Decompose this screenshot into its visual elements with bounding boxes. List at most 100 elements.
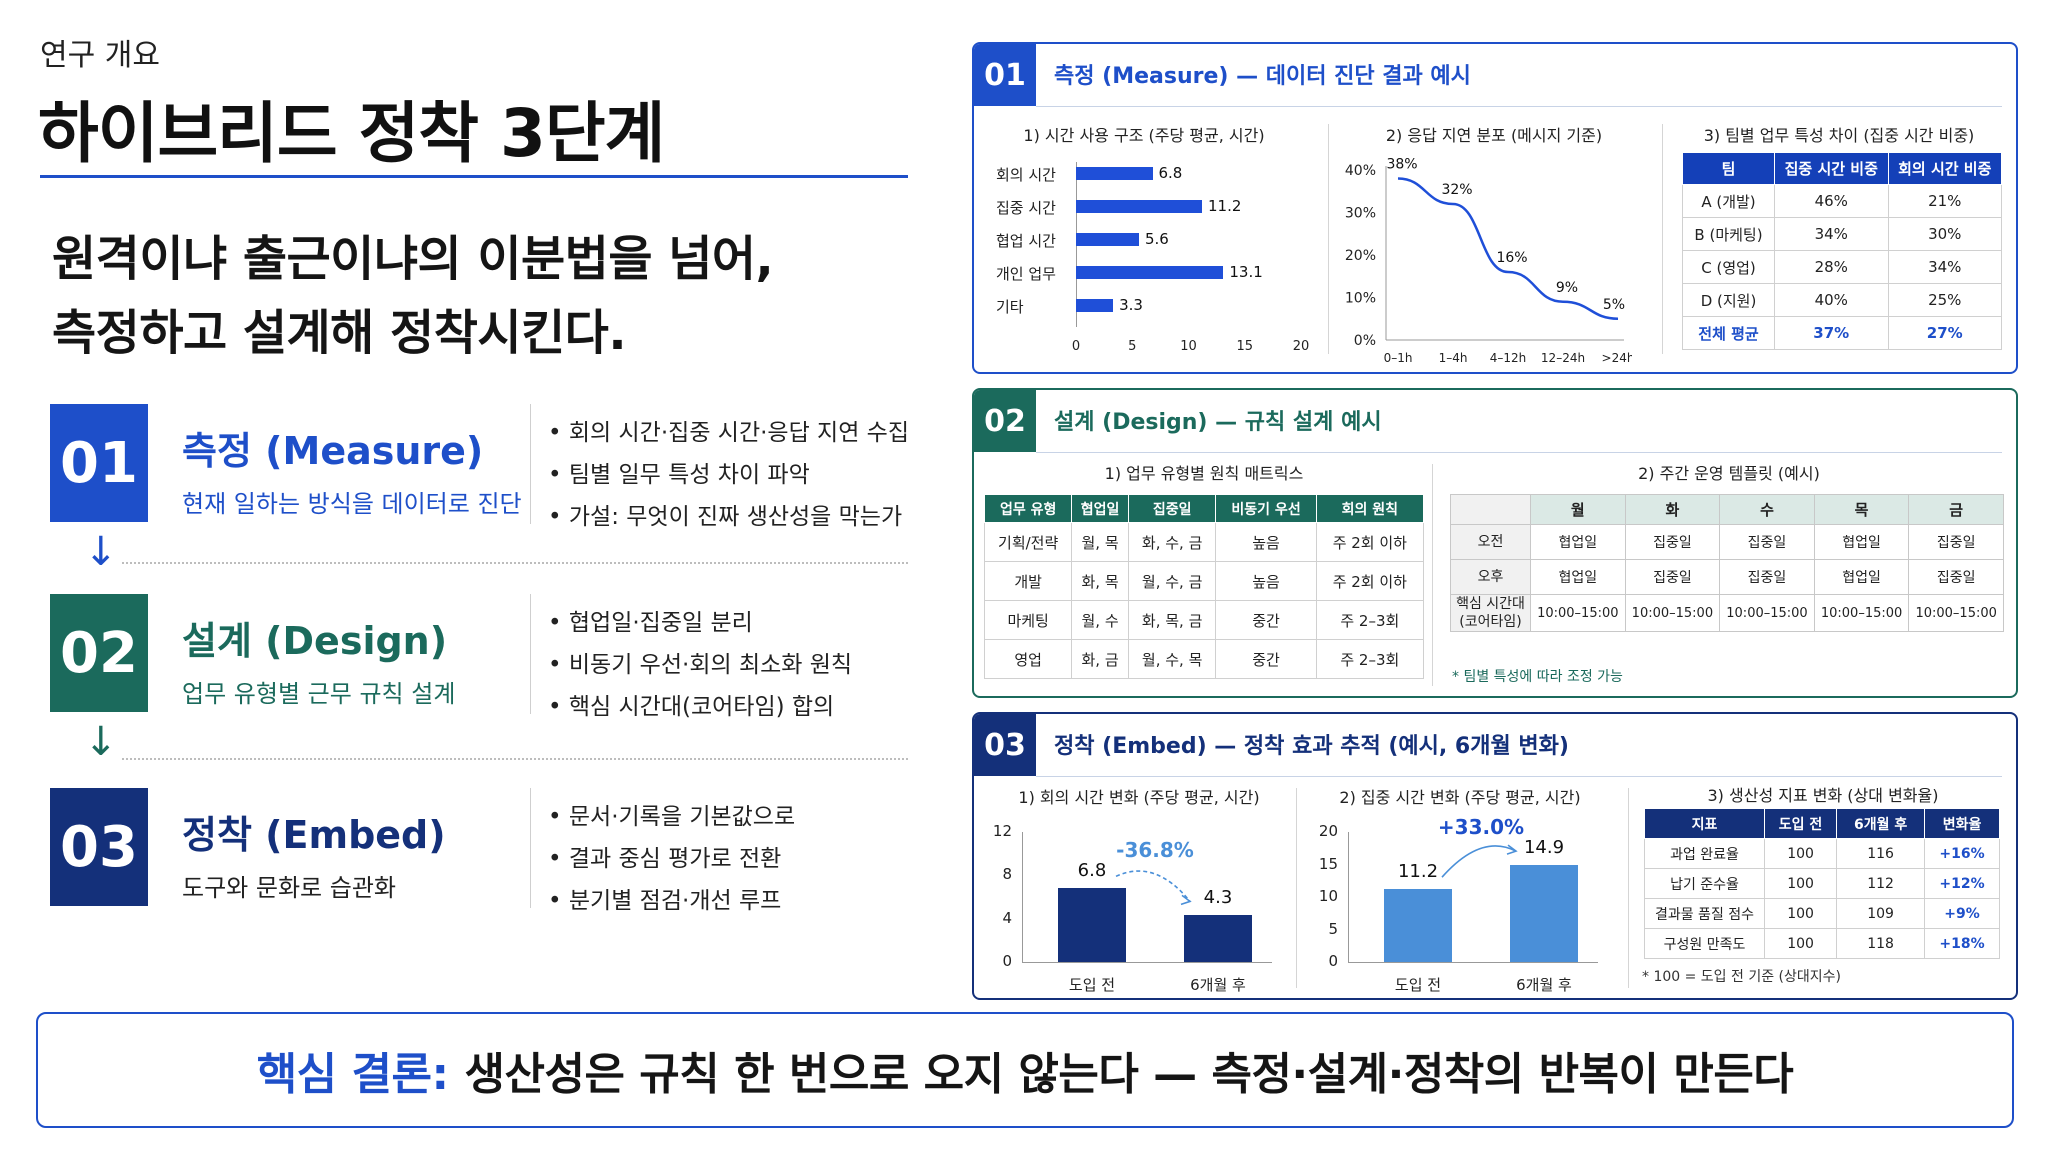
matrix-row-cell: 화, 수, 금	[1127, 522, 1217, 562]
step-1-bullets: 회의 시간·집중 시간·응답 지연 수집 팀별 일무 특성 차이 파악 가설: …	[548, 412, 909, 538]
matrix-header: 비동기 우선	[1215, 494, 1317, 523]
rules-matrix: 업무 유형 협업일 집중일 비동기 우선 회의 원칙 기획/전략 월, 목 화, 수…	[983, 494, 1425, 679]
time-usage-bar	[1076, 200, 1202, 213]
team-row: C (영업) 28% 34%	[1682, 250, 2002, 284]
productivity-row-cell: 116	[1836, 838, 1926, 869]
productivity-row-cell: 100	[1763, 898, 1838, 929]
latency-category: 0–1h	[1384, 351, 1413, 365]
meeting-y-axis	[1022, 832, 1023, 962]
conclusion-label: 핵심 결론:	[256, 1049, 449, 1100]
step-3-divider	[530, 788, 531, 908]
latency-value: 9%	[1556, 280, 1578, 296]
team-row-cell: 21%	[1887, 184, 2002, 218]
time-usage-category: 협업 시간	[996, 232, 1056, 250]
productivity-header: 지표	[1644, 808, 1765, 839]
meeting-ytick: 8	[1002, 865, 1012, 884]
matrix-row-cell: 화, 목	[1071, 561, 1129, 601]
team-row: D (지원) 40% 25%	[1682, 283, 2002, 317]
matrix-row-cell: 월, 수, 금	[1127, 561, 1217, 601]
title-rule	[40, 175, 908, 178]
matrix-header: 집중일	[1127, 494, 1217, 523]
productivity-row-cell: 112	[1836, 868, 1926, 899]
focus-ytick: 20	[1318, 822, 1338, 840]
focus-y-axis	[1348, 832, 1349, 962]
panel-1-rule	[1036, 106, 2002, 107]
meeting-category: 도입 전	[1068, 976, 1116, 994]
step-3-bullet: 결과 중심 평가로 전환	[548, 838, 795, 880]
team-table-header: 팀	[1682, 152, 1775, 185]
conclusion-text: 생산성은 규칙 한 번으로 오지 않는다 — 측정·설계·정착의 반복이 만든다	[464, 1049, 1794, 1100]
latency-category: 4–12h	[1490, 351, 1527, 365]
step-3-subtitle: 도구와 문화로 습관화	[182, 874, 396, 902]
template-row: 핵심 시간대 (코어타임) 10:00–15:00 10:00–15:00 10:00–…	[1450, 594, 2004, 632]
meeting-change-title: 1) 회의 시간 변화 (주당 평균, 시간)	[1018, 788, 1260, 807]
weekly-template: 월 화 수 목 금 오전 협업일 집중일 집중일 협업일 집중일 오후 협업일 집중일 집중일 협업…	[1450, 494, 2004, 632]
step-2-bullet: 협업일·집중일 분리	[548, 602, 852, 644]
step-2-subtitle: 업무 유형별 근무 규칙 설계	[182, 680, 456, 708]
panel-measure: 01 측정 (Measure) — 데이터 진단 결과 예시 1) 시간 사용 …	[972, 42, 2018, 374]
template-cell: 10:00–15:00	[1908, 594, 2004, 632]
step-separator	[122, 562, 908, 564]
latency-title: 2) 응답 지연 분포 (메시지 기준)	[1385, 126, 1603, 145]
step-3-bullets: 문서·기록을 기본값으로 결과 중심 평가로 전환 분기별 점검·개선 루프	[548, 796, 795, 922]
productivity-row: 구성원 만족도 100 118 +18%	[1644, 928, 2000, 959]
team-average-cell: 전체 평균	[1682, 316, 1775, 350]
focus-x-axis	[1348, 962, 1598, 963]
template-row: 오후 협업일 집중일 집중일 협업일 집중일	[1450, 559, 2004, 595]
team-table-title: 3) 팀별 업무 특성 차이 (집중 시간 비중)	[1703, 126, 1975, 145]
team-average-cell: 37%	[1774, 316, 1889, 350]
template-cell: 10:00–15:00	[1813, 594, 1910, 632]
matrix-row: 기획/전략 월, 목 화, 수, 금 높음 주 2회 이하	[983, 522, 1425, 562]
matrix-row: 영업 화, 금 월, 수, 목 중간 주 2–3회	[983, 639, 1425, 679]
step-1-title: 측정 (Measure)	[182, 429, 484, 473]
latency-ytick: 10%	[1345, 291, 1376, 307]
time-usage-bar	[1076, 266, 1224, 279]
step-1-bullet: 회의 시간·집중 시간·응답 지연 수집	[548, 412, 909, 454]
time-usage-title: 1) 시간 사용 구조 (주당 평균, 시간)	[1023, 126, 1265, 145]
team-row-cell: 46%	[1774, 184, 1889, 218]
template-corner	[1450, 494, 1531, 525]
template-day: 금	[1908, 494, 2004, 525]
time-usage-category: 개인 업무	[996, 265, 1056, 283]
panel-1-divider	[1662, 124, 1663, 354]
template-cell: 10:00–15:00	[1719, 594, 1815, 632]
team-row-cell: C (영업)	[1682, 250, 1775, 284]
meeting-ytick: 4	[1002, 908, 1012, 927]
team-row-cell: 30%	[1887, 217, 2002, 251]
template-cell: 집중일	[1719, 524, 1815, 560]
time-usage-bar	[1076, 233, 1139, 246]
team-row-cell: B (마케팅)	[1682, 217, 1775, 251]
latency-value: 38%	[1386, 157, 1417, 173]
time-usage-tick: 0	[1071, 339, 1081, 354]
step-2-bullets: 협업일·집중일 분리 비동기 우선·회의 최소화 원칙 핵심 시간대(코어타임)…	[548, 602, 852, 728]
template-cell: 협업일	[1530, 559, 1626, 595]
productivity-header: 도입 전	[1763, 808, 1838, 839]
team-table-header: 집중 시간 비중	[1774, 152, 1889, 185]
time-usage-tick: 5	[1128, 339, 1137, 354]
step-3-title: 정착 (Embed)	[182, 813, 446, 857]
panel-embed: 03 정착 (Embed) — 정착 효과 추적 (예시, 6개월 변화) 1)…	[972, 712, 2018, 1000]
focus-value: 14.9	[1523, 837, 1565, 859]
focus-ytick: 5	[1328, 919, 1338, 938]
focus-bar	[1384, 889, 1452, 962]
team-table: 팀 집중 시간 비중 회의 시간 비중 A (개발) 46% 21% B (마케팅) 3…	[1682, 152, 2002, 350]
step-2-divider	[530, 594, 531, 714]
step-3-bullet: 분기별 점검·개선 루프	[548, 880, 795, 922]
time-usage-tick: 10	[1180, 339, 1197, 354]
template-cell: 협업일	[1813, 524, 1910, 560]
matrix-row-cell: 월, 목	[1071, 522, 1129, 562]
step-2-title: 설계 (Design)	[182, 619, 448, 663]
template-day: 월	[1530, 494, 1626, 525]
focus-value: 11.2	[1397, 861, 1439, 883]
panel-design: 02 설계 (Design) — 규칙 설계 예시 1) 업무 유형별 원칙 매…	[972, 388, 2018, 698]
latency-ytick: 30%	[1345, 206, 1376, 222]
matrix-row-cell: 주 2회 이하	[1315, 522, 1425, 562]
matrix-row-cell: 화, 금	[1071, 639, 1129, 679]
matrix-row-cell: 주 2–3회	[1315, 639, 1425, 679]
productivity-row-cell: 109	[1836, 898, 1926, 929]
step-2-bullet: 비동기 우선·회의 최소화 원칙	[548, 644, 852, 686]
panel-3-number: 03	[974, 714, 1036, 776]
team-row-cell: 34%	[1887, 250, 2002, 284]
template-cell: 협업일	[1813, 559, 1910, 595]
productivity-note: * 100 = 도입 전 기준 (상대지수)	[1642, 969, 1841, 985]
